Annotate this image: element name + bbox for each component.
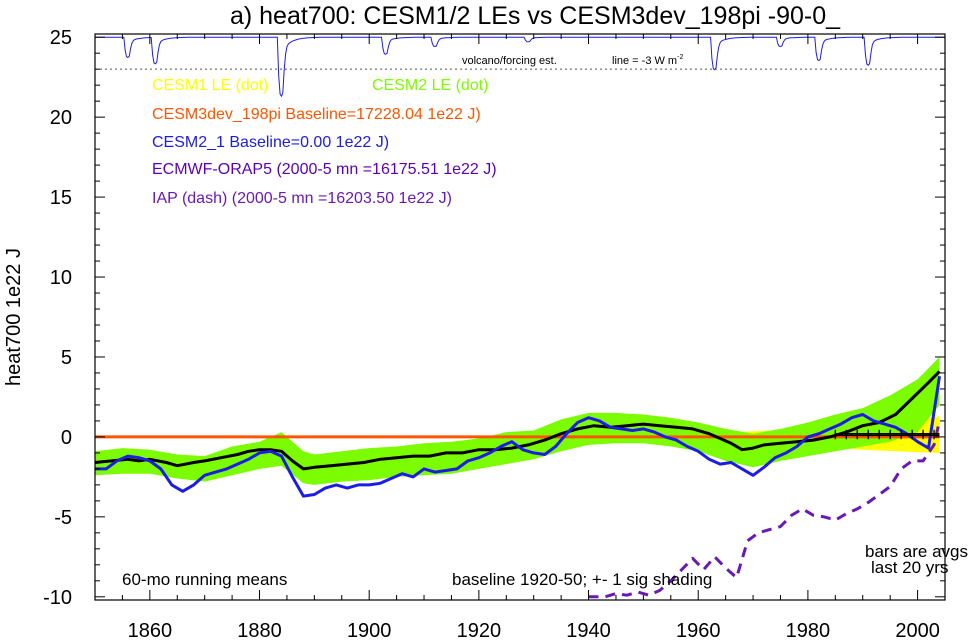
x-tick-label: 1960 (676, 620, 721, 641)
plot-frame (94, 33, 946, 601)
legend-entry: CESM1 LE (dot) (152, 77, 268, 94)
legend-entry: ECMWF-ORAP5 (2000-5 mn =16175.51 1e22 J) (152, 161, 497, 178)
band-cesm2-le (95, 356, 940, 485)
volcano-forcing (95, 36, 945, 98)
x-tick-label: 1860 (128, 620, 173, 641)
x-tick-label: 1940 (566, 620, 611, 641)
y-tick-label: 0 (61, 427, 72, 449)
series-cesm2-1 (95, 375, 941, 498)
volcano-forcing-line (95, 36, 945, 98)
legend-entry: CESM2 LE (dot) (372, 77, 488, 94)
shading-bands (95, 356, 940, 485)
y-tick-label: 20 (50, 107, 72, 129)
y-tick-label: 25 (50, 27, 72, 49)
y-tick-label: 5 (61, 347, 72, 369)
annotation-running-means: 60-mo running means (122, 570, 287, 589)
series-cesm2-le (95, 370, 941, 471)
series-lines (95, 370, 941, 599)
x-tick-label: 1900 (347, 620, 392, 641)
volcano-line-label: line = -3 W m-2 (612, 54, 683, 67)
avg-bars (834, 429, 940, 440)
x-tick-label: 1920 (457, 620, 502, 641)
x-tick-label: 1980 (786, 620, 831, 641)
y-tick-label: -5 (54, 507, 72, 529)
y-tick-label: -10 (43, 587, 72, 609)
x-tick-label: 2000 (895, 620, 940, 641)
legend-entry: IAP (dash) (2000-5 mn =16203.50 1e22 J) (152, 190, 452, 207)
y-axis-label: heat700 1e22 J (3, 248, 25, 386)
legend: CESM1 LE (dot) CESM2 LE (dot) CESM3dev_198… (152, 77, 497, 207)
volcano-label: volcano/forcing est. (462, 55, 557, 67)
annotation-baseline: baseline 1920-50; +- 1 sig shading (452, 570, 712, 589)
axis-ticks: 1860 1880 1900 1920 1940 1960 1980 2000 -10 -5 0 5 1… (43, 27, 946, 641)
chart-title: a) heat700: CESM1/2 LEs vs CESM3dev_198p… (230, 2, 841, 30)
legend-entry: CESM2_1 Baseline=0.00 1e22 J) (152, 134, 389, 151)
legend-entry: CESM3dev_198pi Baseline=17228.04 1e22 J) (152, 106, 481, 123)
series-iap (588, 420, 941, 599)
volcano-line-label-exponent: -2 (677, 54, 683, 61)
volcano-line-label-text: line = -3 W m (612, 55, 677, 67)
y-tick-label: 15 (50, 187, 72, 209)
annotation-bars: bars are avgs (865, 542, 968, 561)
annotation-last-years: last 20 yrs (871, 558, 948, 577)
y-tick-label: 10 (50, 267, 72, 289)
x-tick-label: 1880 (237, 620, 282, 641)
